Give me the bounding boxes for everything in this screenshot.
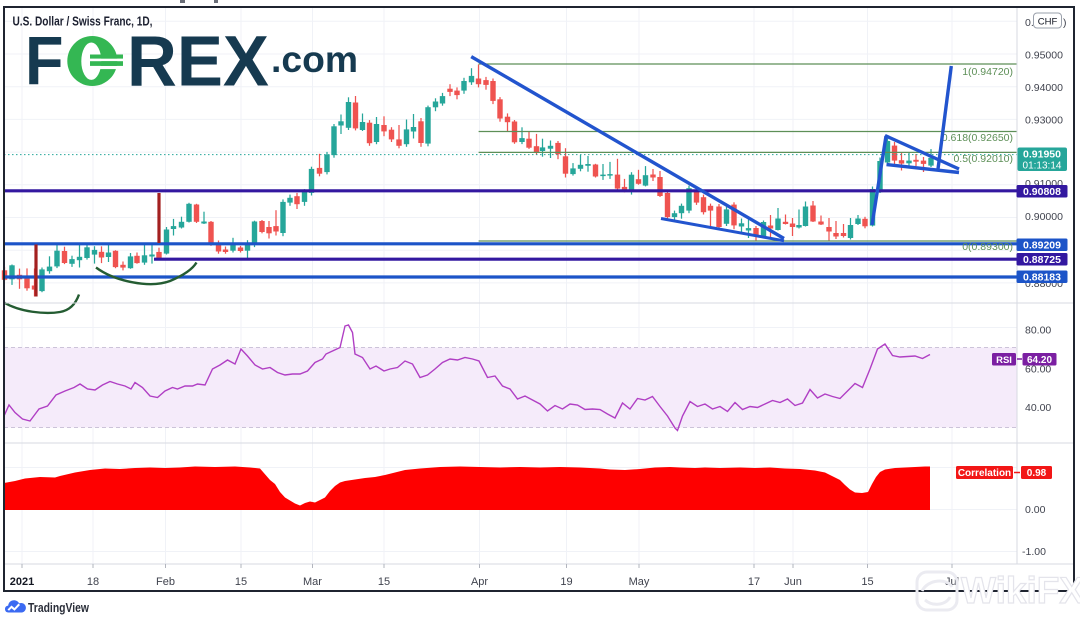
svg-text:REX: REX [127,22,269,102]
svg-text:May: May [629,576,650,588]
svg-text:15: 15 [861,576,873,588]
svg-text:1(0.94720): 1(0.94720) [962,66,1013,78]
svg-text:0.88725: 0.88725 [1023,254,1061,266]
svg-text:0.95000: 0.95000 [1025,50,1063,62]
svg-text:0.618(0.92650): 0.618(0.92650) [942,132,1013,144]
svg-text:TradingView: TradingView [28,601,89,615]
svg-text:Mar: Mar [303,576,322,588]
svg-text:64.20: 64.20 [1027,355,1052,366]
svg-text:0.93000: 0.93000 [1025,115,1063,127]
svg-text:0.88183: 0.88183 [1023,271,1061,283]
svg-text:Apr: Apr [471,576,488,588]
svg-text:0.: 0. [1025,17,1034,29]
svg-text:0.94000: 0.94000 [1025,82,1063,94]
svg-text:WikiFX: WikiFX [961,570,1080,611]
svg-text:0.00: 0.00 [1025,504,1046,516]
svg-text:2021: 2021 [10,576,34,588]
svg-text:.com: .com [271,38,358,80]
svg-text:Feb: Feb [156,576,175,588]
svg-text:0.90000: 0.90000 [1025,211,1063,223]
svg-text:0(0.89300): 0(0.89300) [962,241,1013,253]
svg-text:Jun: Jun [784,576,802,588]
svg-text:U.S. Dollar / Swiss Franc, 1D,: U.S. Dollar / Swiss Franc, 1D, [13,15,153,29]
svg-text:15: 15 [378,576,390,588]
svg-text:Correlation: Correlation [958,468,1011,479]
svg-text:19: 19 [560,576,572,588]
svg-text:15: 15 [235,576,247,588]
svg-text:0.90808: 0.90808 [1023,186,1061,198]
svg-text:0.5(0.92010): 0.5(0.92010) [953,153,1013,165]
svg-text:RSI: RSI [996,355,1012,366]
svg-text:40.00: 40.00 [1025,402,1051,414]
svg-text:CHF: CHF [1038,17,1058,28]
svg-text:0.89209: 0.89209 [1023,239,1061,251]
svg-text:17: 17 [748,576,760,588]
svg-text:0.91950: 0.91950 [1023,149,1061,161]
svg-text:F: F [25,23,64,100]
svg-text:60.00: 60.00 [1025,364,1051,376]
svg-text:): ) [1063,17,1067,29]
svg-text:18: 18 [87,576,99,588]
svg-text:-1.00: -1.00 [1022,546,1046,558]
svg-text:80.00: 80.00 [1025,325,1051,337]
svg-text:0.98: 0.98 [1027,468,1047,479]
svg-text:01:13:14: 01:13:14 [1023,161,1062,172]
